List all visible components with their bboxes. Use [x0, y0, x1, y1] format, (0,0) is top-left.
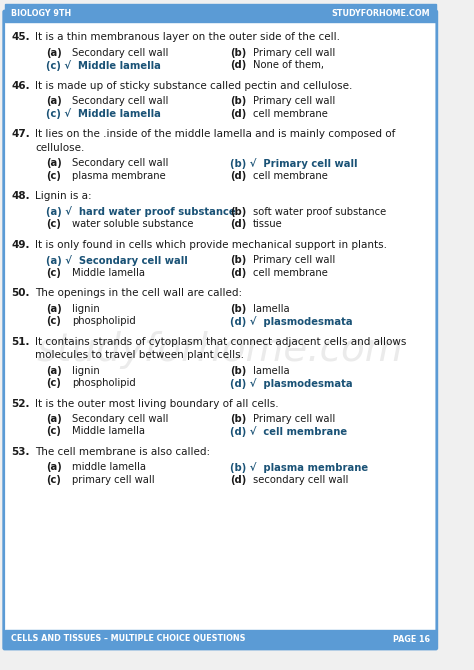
Text: phospholipid: phospholipid	[73, 378, 136, 388]
Text: (a): (a)	[46, 304, 62, 314]
Text: (c): (c)	[46, 427, 61, 436]
Text: The cell membrane is also called:: The cell membrane is also called:	[36, 447, 210, 457]
Text: lignin: lignin	[73, 366, 100, 375]
Text: (b): (b)	[230, 304, 247, 314]
Text: Primary cell wall: Primary cell wall	[253, 96, 335, 106]
Text: Secondary cell wall: Secondary cell wall	[73, 414, 169, 424]
Text: 45.: 45.	[11, 32, 30, 42]
Text: (c): (c)	[46, 219, 61, 229]
Text: 49.: 49.	[11, 239, 30, 249]
Text: (d) √  plasmodesmata: (d) √ plasmodesmata	[230, 378, 353, 389]
Text: (c): (c)	[46, 475, 61, 485]
FancyBboxPatch shape	[4, 11, 437, 649]
Text: soft water proof substance: soft water proof substance	[253, 206, 386, 216]
Text: (a): (a)	[46, 96, 62, 106]
Text: STUDYFORHOME.COM: STUDYFORHOME.COM	[332, 9, 430, 17]
Text: It is only found in cells which provide mechanical support in plants.: It is only found in cells which provide …	[36, 239, 387, 249]
Text: (d): (d)	[230, 219, 247, 229]
Text: (b): (b)	[230, 414, 247, 424]
Text: (c): (c)	[46, 170, 61, 180]
Text: It is made up of sticky substance called pectin and cellulose.: It is made up of sticky substance called…	[36, 80, 353, 90]
Text: (b): (b)	[230, 48, 247, 58]
Text: (a): (a)	[46, 414, 62, 424]
Text: molecules to travel between plant cells.: molecules to travel between plant cells.	[36, 350, 244, 360]
Text: Secondary cell wall: Secondary cell wall	[73, 48, 169, 58]
Text: Primary cell wall: Primary cell wall	[253, 414, 335, 424]
Text: BIOLOGY 9TH: BIOLOGY 9TH	[11, 9, 72, 17]
Text: lignin: lignin	[73, 304, 100, 314]
Text: (b): (b)	[230, 255, 247, 265]
Text: (d): (d)	[230, 170, 247, 180]
Text: It is the outer most living boundary of all cells.: It is the outer most living boundary of …	[36, 399, 279, 409]
Text: Lignin is a:: Lignin is a:	[36, 191, 92, 201]
Text: 52.: 52.	[11, 399, 30, 409]
Text: 47.: 47.	[11, 129, 30, 139]
Text: Primary cell wall: Primary cell wall	[253, 255, 335, 265]
Text: Middle lamella: Middle lamella	[73, 427, 146, 436]
Text: water soluble substance: water soluble substance	[73, 219, 194, 229]
Text: It is a thin membranous layer on the outer side of the cell.: It is a thin membranous layer on the out…	[36, 32, 340, 42]
Text: (a): (a)	[46, 48, 62, 58]
Text: (d): (d)	[230, 60, 247, 70]
Text: Middle lamella: Middle lamella	[73, 267, 146, 277]
Text: (a): (a)	[46, 366, 62, 375]
Text: It lies on the .inside of the middle lamella and is mainly composed of: It lies on the .inside of the middle lam…	[36, 129, 396, 139]
Text: (b) √  plasma membrane: (b) √ plasma membrane	[230, 462, 369, 473]
Text: (a): (a)	[46, 462, 62, 472]
Text: 46.: 46.	[11, 80, 30, 90]
Text: PAGE 16: PAGE 16	[393, 634, 430, 643]
Text: (b): (b)	[230, 206, 247, 216]
Text: (b): (b)	[230, 366, 247, 375]
Text: (a): (a)	[46, 158, 62, 168]
Bar	[5, 4, 436, 22]
Text: CELLS AND TISSUES – MULTIPLE CHOICE QUESTIONS: CELLS AND TISSUES – MULTIPLE CHOICE QUES…	[11, 634, 246, 643]
Text: (d): (d)	[230, 267, 247, 277]
Text: 51.: 51.	[11, 336, 30, 346]
Text: cellulose.: cellulose.	[36, 143, 85, 153]
Text: tissue: tissue	[253, 219, 283, 229]
Text: middle lamella: middle lamella	[73, 462, 146, 472]
Text: (c): (c)	[46, 267, 61, 277]
Text: None of them,: None of them,	[253, 60, 324, 70]
Text: (d) √  cell membrane: (d) √ cell membrane	[230, 427, 347, 438]
Text: (c) √  Middle lamella: (c) √ Middle lamella	[46, 60, 161, 71]
Text: studyforhome.com: studyforhome.com	[37, 331, 403, 369]
Text: 50.: 50.	[11, 288, 30, 298]
Text: (b): (b)	[230, 96, 247, 106]
Text: (c): (c)	[46, 378, 61, 388]
Text: primary cell wall: primary cell wall	[73, 475, 155, 485]
Text: (b) √  Primary cell wall: (b) √ Primary cell wall	[230, 158, 358, 169]
Text: (a) √  Secondary cell wall: (a) √ Secondary cell wall	[46, 255, 188, 266]
Text: cell membrane: cell membrane	[253, 109, 328, 119]
Text: cell membrane: cell membrane	[253, 170, 328, 180]
Text: (c) √  Middle lamella: (c) √ Middle lamella	[46, 109, 161, 119]
Text: (c): (c)	[46, 316, 61, 326]
Text: lamella: lamella	[253, 304, 290, 314]
Text: (a) √  hard water proof substance: (a) √ hard water proof substance	[46, 206, 236, 217]
Text: 53.: 53.	[11, 447, 30, 457]
Text: cell membrane: cell membrane	[253, 267, 328, 277]
Text: Secondary cell wall: Secondary cell wall	[73, 96, 169, 106]
Text: It contains strands of cytoplasm that connect adjacent cells and allows: It contains strands of cytoplasm that co…	[36, 336, 407, 346]
Text: lamella: lamella	[253, 366, 290, 375]
Text: plasma membrane: plasma membrane	[73, 170, 166, 180]
Text: phospholipid: phospholipid	[73, 316, 136, 326]
Text: Secondary cell wall: Secondary cell wall	[73, 158, 169, 168]
Text: The openings in the cell wall are called:: The openings in the cell wall are called…	[36, 288, 242, 298]
Text: 48.: 48.	[11, 191, 30, 201]
Text: (d): (d)	[230, 475, 247, 485]
Text: (d): (d)	[230, 109, 247, 119]
Text: secondary cell wall: secondary cell wall	[253, 475, 348, 485]
Bar	[5, 630, 436, 648]
Text: (d) √  plasmodesmata: (d) √ plasmodesmata	[230, 316, 353, 327]
Text: Primary cell wall: Primary cell wall	[253, 48, 335, 58]
